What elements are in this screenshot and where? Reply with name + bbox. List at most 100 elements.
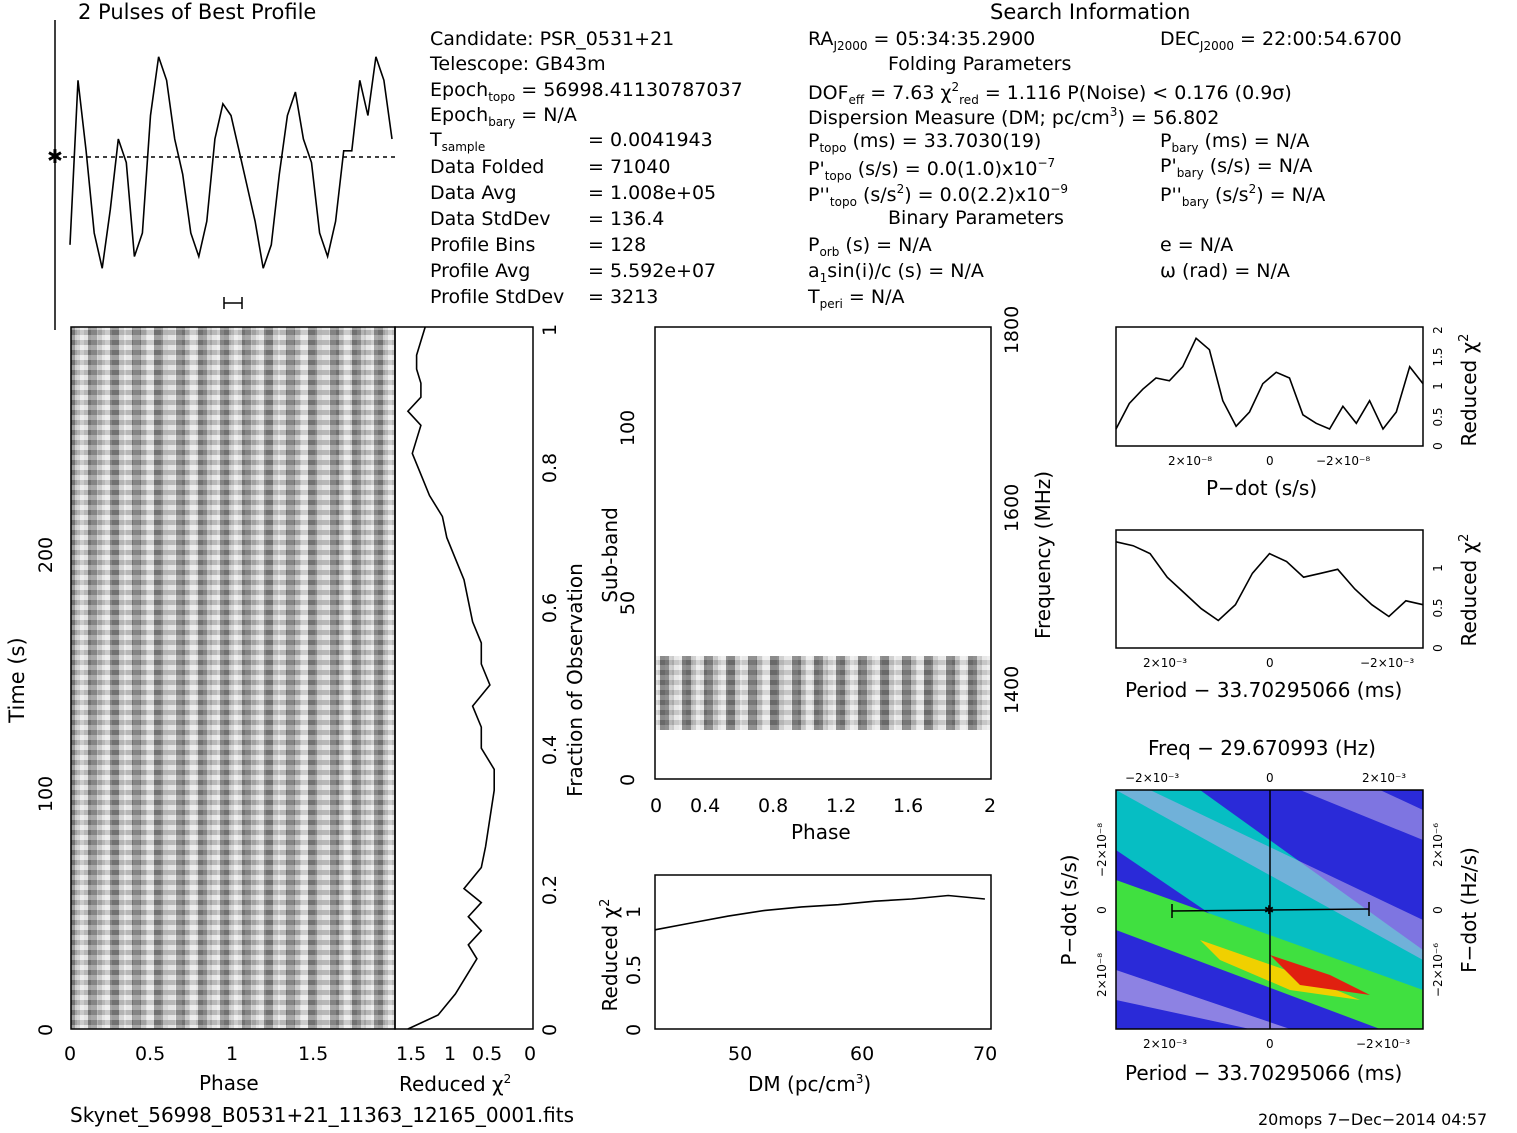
- tp-x-tick-0: 0: [64, 1043, 76, 1065]
- map-pdot-axis-label: P−dot (s/s): [1057, 854, 1081, 965]
- tperi-text: Tperi = N/A: [808, 286, 905, 311]
- dm-text: Dispersion Measure (DM; pc/cm3) = 56.802: [808, 105, 1220, 129]
- tp-x-tick-2: 1: [226, 1043, 238, 1065]
- tp-y-tick-1: 100: [35, 776, 57, 812]
- omega-text: ω (rad) = N/A: [1160, 260, 1290, 282]
- pe-y-tick-0: 0: [1431, 644, 1445, 652]
- pdot-frame: [1115, 326, 1424, 447]
- period-curve: [1115, 541, 1424, 622]
- pbary-text: Pbary (ms) = N/A: [1160, 130, 1310, 155]
- ra-text: RAJ2000 = 05:34:35.2900: [808, 28, 1036, 53]
- dm-y-tick-1: 0.5: [623, 955, 645, 985]
- subband-frame: [654, 326, 992, 780]
- profile-curve: [69, 56, 393, 269]
- sb-y2-tick-0: 1400: [1001, 666, 1023, 714]
- pdot-curve: [1115, 337, 1424, 431]
- porb-text: Porb (s) = N/A: [808, 234, 932, 259]
- cf-y-tick-1: 0.2: [539, 875, 561, 905]
- pdot-axis-label: P−dot (s/s): [1206, 476, 1318, 500]
- pe-y-tick-2: 1: [1431, 564, 1445, 572]
- dm-chi-axis-label: Reduced χ2: [598, 899, 622, 1012]
- period-axis-label: Period − 33.70295066 (ms): [1125, 678, 1403, 702]
- dof-chi-text: DOFeff = 7.63 χ2red = 1.116 P(Noise) < 0…: [808, 80, 1292, 107]
- cf-y-tick-3: 0.6: [539, 593, 561, 623]
- dm-y-tick-0: 0: [623, 1024, 645, 1036]
- pdot-topo-text: P'topo (s/s) = 0.0(1.0)x10−7: [808, 156, 1056, 183]
- map-top-tick-0: −2×10⁻³: [1125, 771, 1179, 785]
- phase-axis-label: Phase: [199, 1071, 259, 1095]
- period-frame: [1115, 529, 1424, 649]
- cf-x-tick-3: 0: [524, 1043, 536, 1065]
- map-y2-tick-2: 2×10⁻⁶: [1431, 823, 1445, 867]
- filename-label: Skynet_56998_B0531+21_11363_12165_0001.f…: [70, 1103, 575, 1127]
- sb-y2-tick-1: 1600: [1001, 484, 1023, 532]
- profile-avg-value: = 5.592e+07: [588, 260, 717, 282]
- profile-marker: ✱: [47, 146, 63, 168]
- asini-text: a1sin(i)/c (s) = N/A: [808, 260, 984, 285]
- cf-y-tick-0: 0: [539, 1024, 561, 1036]
- time-phase-texture: [71, 327, 395, 1029]
- map-fdot-axis-label: F−dot (Hz/s): [1457, 847, 1481, 973]
- tp-x-tick-3: 1.5: [298, 1043, 328, 1065]
- cf-y-tick-5: 1: [539, 324, 561, 336]
- fraction-axis-label: Fraction of Observation: [563, 563, 587, 797]
- telescope-text: Telescope: GB43m: [430, 53, 606, 75]
- dm-x-tick-0: 50: [728, 1043, 752, 1065]
- folding-params-title: Folding Parameters: [888, 53, 1072, 75]
- map-top-tick-2: 2×10⁻³: [1362, 771, 1406, 785]
- cf-x-tick-2: 0.5: [472, 1043, 502, 1065]
- profile-stddev-value: = 3213: [588, 286, 659, 308]
- map-x-tick-1: 0: [1266, 1037, 1274, 1051]
- pe-y-tick-1: 0.5: [1431, 598, 1445, 617]
- freq-title: Freq − 29.670993 (Hz): [1148, 736, 1376, 760]
- map-period-axis-label: Period − 33.70295066 (ms): [1125, 1061, 1403, 1085]
- period-chi-axis-label: Reduced χ2: [1457, 534, 1481, 647]
- map-y-tick-2: −2×10⁻⁸: [1095, 823, 1109, 877]
- dm-frame: [654, 874, 992, 1030]
- sb-x-tick-5: 2: [984, 795, 996, 817]
- pe-x-tick-1: 0: [1266, 656, 1274, 670]
- pddot-topo-text: P''topo (s/s2) = 0.0(2.2)x10−9: [808, 182, 1069, 209]
- pd-y-tick-2: 1: [1431, 382, 1445, 390]
- profile-bins-value: = 128: [588, 234, 647, 256]
- data-avg-value: = 1.008e+05: [588, 182, 717, 204]
- search-info-title: Search Information: [990, 0, 1191, 24]
- pddot-bary-text: P''bary (s/s2) = N/A: [1160, 182, 1326, 209]
- cf-y-tick-4: 0.8: [539, 453, 561, 483]
- cf-x-tick-0: 1.5: [396, 1043, 426, 1065]
- map-x-tick-0: 2×10⁻³: [1143, 1037, 1187, 1051]
- map-y2-tick-0: −2×10⁻⁶: [1431, 943, 1445, 997]
- map-top-tick-1: 0: [1266, 771, 1274, 785]
- pe-x-tick-2: −2×10⁻³: [1360, 656, 1414, 670]
- tp-x-tick-1: 0.5: [135, 1043, 165, 1065]
- subband-texture: [656, 656, 990, 730]
- pe-x-tick-0: 2×10⁻³: [1143, 656, 1187, 670]
- candidate-text: Candidate: PSR_0531+21: [430, 28, 675, 50]
- pd-y-tick-1: 0.5: [1431, 407, 1445, 426]
- profile-title: 2 Pulses of Best Profile: [78, 0, 317, 24]
- pd-x-tick-2: −2×10⁻⁸: [1316, 454, 1370, 468]
- data-stddev-label: Data StdDev: [430, 208, 551, 230]
- pdot-bary-text: P'bary (s/s) = N/A: [1160, 155, 1313, 180]
- sb-x-tick-0: 0: [650, 795, 662, 817]
- map-horizontal-line: [1171, 908, 1370, 912]
- pd-x-tick-1: 0: [1266, 454, 1274, 468]
- profile-stddev-label: Profile StdDev: [430, 286, 565, 308]
- time-axis-label: Time (s): [5, 637, 29, 723]
- cf-x-tick-1: 1: [444, 1043, 456, 1065]
- sb-y-tick-1: 50: [617, 591, 639, 615]
- pd-y-tick-4: 2: [1431, 326, 1445, 334]
- data-folded-value: = 71040: [588, 156, 671, 178]
- map-y-tick-0: 2×10⁻⁸: [1095, 953, 1109, 997]
- frequency-axis-label: Frequency (MHz): [1031, 471, 1055, 639]
- epoch-topo-text: Epochtopo = 56998.41130787037: [430, 79, 743, 104]
- sb-x-tick-4: 1.6: [893, 795, 923, 817]
- subband-axis-label: Sub-band: [598, 507, 622, 603]
- data-avg-label: Data Avg: [430, 182, 517, 204]
- map-center-marker: ✱: [1264, 903, 1274, 917]
- footer-timestamp: 20mops 7−Dec−2014 04:57: [1258, 1110, 1488, 1129]
- profile-errorbar: [223, 297, 243, 309]
- map-x-tick-2: −2×10⁻³: [1356, 1037, 1410, 1051]
- profile-bins-label: Profile Bins: [430, 234, 536, 256]
